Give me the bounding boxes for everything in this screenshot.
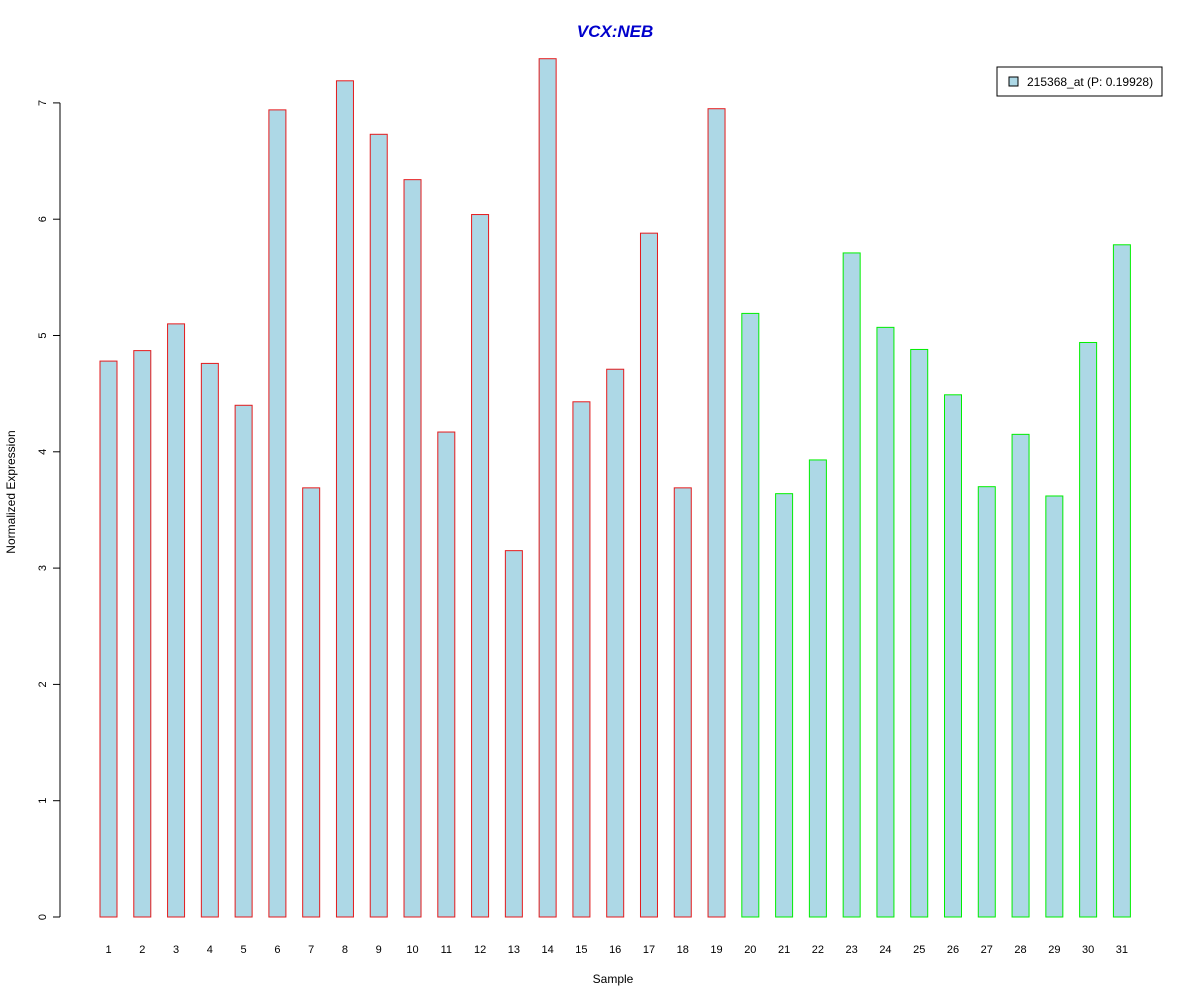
- bar: [369, 133, 388, 918]
- x-tick-label: 4: [207, 944, 213, 956]
- x-tick-label: 23: [846, 944, 858, 956]
- y-axis-label: Normalized Expression: [4, 430, 18, 553]
- bar: [99, 360, 118, 918]
- x-tick-label: 11: [441, 944, 452, 956]
- x-tick-label: 16: [609, 944, 621, 956]
- legend: 215368_at (P: 0.19928): [996, 66, 1163, 97]
- x-tick-label: 14: [542, 944, 554, 956]
- bar: [639, 232, 658, 918]
- chart-title: VCX:NEB: [577, 22, 654, 41]
- x-tick-label: 22: [812, 944, 824, 956]
- x-tick-label: 29: [1048, 944, 1060, 956]
- legend-box: [996, 66, 1163, 97]
- x-tick-label: 1: [105, 944, 111, 956]
- x-tick-label: 27: [981, 944, 993, 956]
- bar: [741, 312, 760, 918]
- bar: [876, 326, 895, 918]
- bar: [403, 179, 422, 918]
- bar: [1112, 244, 1131, 918]
- bar: [673, 487, 692, 918]
- y-tick-label: 7: [37, 100, 49, 106]
- x-tick-label: 19: [710, 944, 722, 956]
- bar: [1045, 495, 1064, 918]
- x-tick-label: 3: [173, 944, 179, 956]
- bar: [335, 80, 354, 918]
- bars: [99, 58, 1131, 918]
- bar: [302, 487, 321, 918]
- x-tick-label: 30: [1082, 944, 1094, 956]
- x-tick-label: 31: [1116, 944, 1128, 956]
- x-tick-label: 28: [1014, 944, 1026, 956]
- x-tick-label: 26: [947, 944, 959, 956]
- bar: [775, 493, 794, 918]
- bar: [471, 214, 490, 918]
- x-tick-label: 8: [342, 944, 348, 956]
- y-tick-label: 2: [37, 681, 49, 687]
- bar: [842, 252, 861, 918]
- bar: [437, 431, 456, 918]
- y-axis: 0 1 2 3 4 5 6 7: [37, 100, 61, 920]
- x-tick-label: 18: [677, 944, 689, 956]
- y-tick-label: 0: [37, 914, 49, 920]
- x-tick-label: 6: [274, 944, 280, 956]
- x-tick-label: 12: [474, 944, 486, 956]
- y-tick-label: 1: [37, 798, 49, 804]
- bar: [268, 109, 287, 918]
- x-tick-label: 2: [139, 944, 145, 956]
- y-tick-label: 4: [37, 449, 49, 455]
- y-tick-label: 6: [37, 216, 49, 222]
- x-tick-label: 25: [913, 944, 925, 956]
- y-tick-label: 5: [37, 332, 49, 338]
- legend-entry-label: 215368_at (P: 0.19928): [1027, 75, 1153, 89]
- x-axis-label: Sample: [593, 972, 634, 986]
- x-tick-label: 21: [778, 944, 790, 956]
- x-tick-label: 10: [406, 944, 418, 956]
- bar: [133, 350, 152, 918]
- bar: [606, 368, 625, 918]
- bar: [944, 394, 962, 918]
- bar: [808, 459, 827, 918]
- bar: [167, 323, 186, 918]
- x-tick-label: 17: [643, 944, 655, 956]
- legend-swatch: [1008, 76, 1019, 87]
- bar: [234, 404, 253, 918]
- x-tick-label: 20: [744, 944, 756, 956]
- bar: [1011, 433, 1030, 918]
- bar: [910, 348, 929, 918]
- bar: [1079, 341, 1098, 918]
- x-tick-label: 13: [508, 944, 520, 956]
- bar: [538, 58, 557, 918]
- x-tick-label: 7: [308, 944, 314, 956]
- x-axis-tick-labels: 1 2 3 4 5 6 7 8 9 10 11 12 13 14 15 16 17 18 19 20 21 22 23 24 2…: [105, 944, 1128, 956]
- bar: [504, 550, 523, 918]
- x-tick-label: 24: [879, 944, 891, 956]
- x-tick-label: 15: [575, 944, 587, 956]
- bar: [707, 108, 726, 918]
- y-tick-label: 3: [37, 565, 49, 571]
- x-tick-label: 5: [241, 944, 247, 956]
- bar: [572, 401, 591, 918]
- x-tick-label: 9: [376, 944, 382, 956]
- bar: [200, 362, 219, 918]
- bar: [977, 486, 996, 918]
